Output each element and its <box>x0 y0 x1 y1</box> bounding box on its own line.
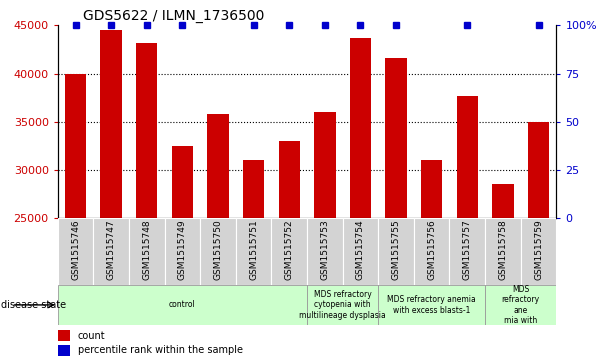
Bar <box>65 73 86 363</box>
Bar <box>243 160 264 363</box>
Bar <box>136 43 157 363</box>
Text: GSM1515759: GSM1515759 <box>534 220 543 280</box>
Text: GSM1515746: GSM1515746 <box>71 220 80 280</box>
Bar <box>58 345 71 356</box>
Bar <box>58 218 94 285</box>
Bar <box>236 218 271 285</box>
Bar <box>378 218 414 285</box>
Text: GSM1515752: GSM1515752 <box>285 220 294 280</box>
Text: count: count <box>78 331 105 341</box>
Bar <box>165 218 200 285</box>
Bar <box>314 112 336 363</box>
Bar <box>485 218 520 285</box>
Text: GSM1515753: GSM1515753 <box>320 220 330 280</box>
Text: GSM1515747: GSM1515747 <box>106 220 116 280</box>
Bar <box>449 218 485 285</box>
Text: GSM1515756: GSM1515756 <box>427 220 436 280</box>
Bar <box>457 95 478 363</box>
Bar <box>421 160 443 363</box>
Bar <box>271 218 307 285</box>
Bar <box>200 218 236 285</box>
Text: GSM1515748: GSM1515748 <box>142 220 151 280</box>
Bar <box>343 218 378 285</box>
Text: GSM1515749: GSM1515749 <box>178 220 187 280</box>
Bar <box>207 114 229 363</box>
Bar <box>414 218 449 285</box>
Bar <box>350 38 371 363</box>
Bar <box>100 30 122 363</box>
Bar <box>94 218 129 285</box>
Text: GSM1515757: GSM1515757 <box>463 220 472 280</box>
Text: MDS
refractory
ane
mia with: MDS refractory ane mia with <box>502 285 540 325</box>
Bar <box>278 141 300 363</box>
Text: percentile rank within the sample: percentile rank within the sample <box>78 345 243 355</box>
Text: GSM1515750: GSM1515750 <box>213 220 223 280</box>
Bar <box>485 285 556 325</box>
Bar <box>307 218 343 285</box>
Bar <box>385 58 407 363</box>
Bar <box>492 184 514 363</box>
Bar <box>378 285 485 325</box>
Text: MDS refractory anemia
with excess blasts-1: MDS refractory anemia with excess blasts… <box>387 295 476 315</box>
Bar <box>58 285 307 325</box>
Text: GDS5622 / ILMN_1736500: GDS5622 / ILMN_1736500 <box>83 9 264 23</box>
Bar <box>528 122 549 363</box>
Bar <box>58 330 71 341</box>
Bar <box>171 146 193 363</box>
Bar <box>307 285 378 325</box>
Text: MDS refractory
cytopenia with
multilineage dysplasia: MDS refractory cytopenia with multilinea… <box>299 290 386 320</box>
Text: GSM1515754: GSM1515754 <box>356 220 365 280</box>
Text: control: control <box>169 301 196 309</box>
Bar <box>129 218 165 285</box>
Text: GSM1515751: GSM1515751 <box>249 220 258 280</box>
Text: disease state: disease state <box>1 300 66 310</box>
Text: GSM1515755: GSM1515755 <box>392 220 401 280</box>
Bar <box>520 218 556 285</box>
Text: GSM1515758: GSM1515758 <box>499 220 508 280</box>
